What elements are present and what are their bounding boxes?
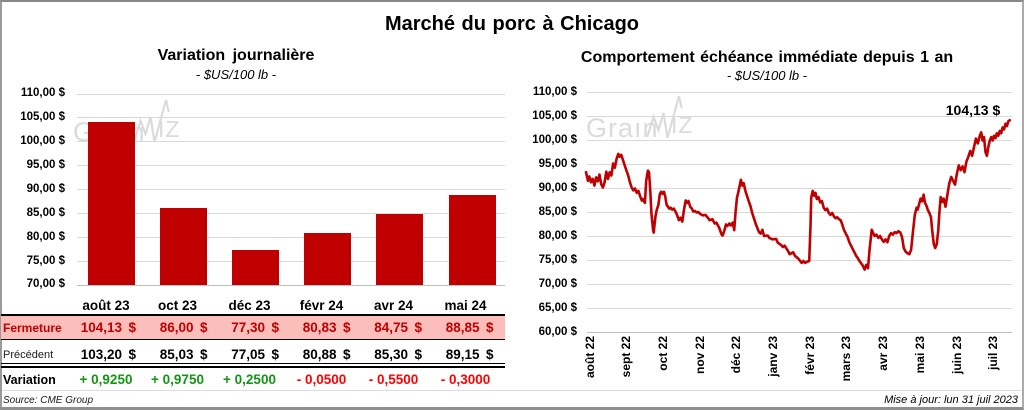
svg-text:Graın: Graın [586,113,659,143]
svg-text:IZ: IZ [671,112,693,138]
